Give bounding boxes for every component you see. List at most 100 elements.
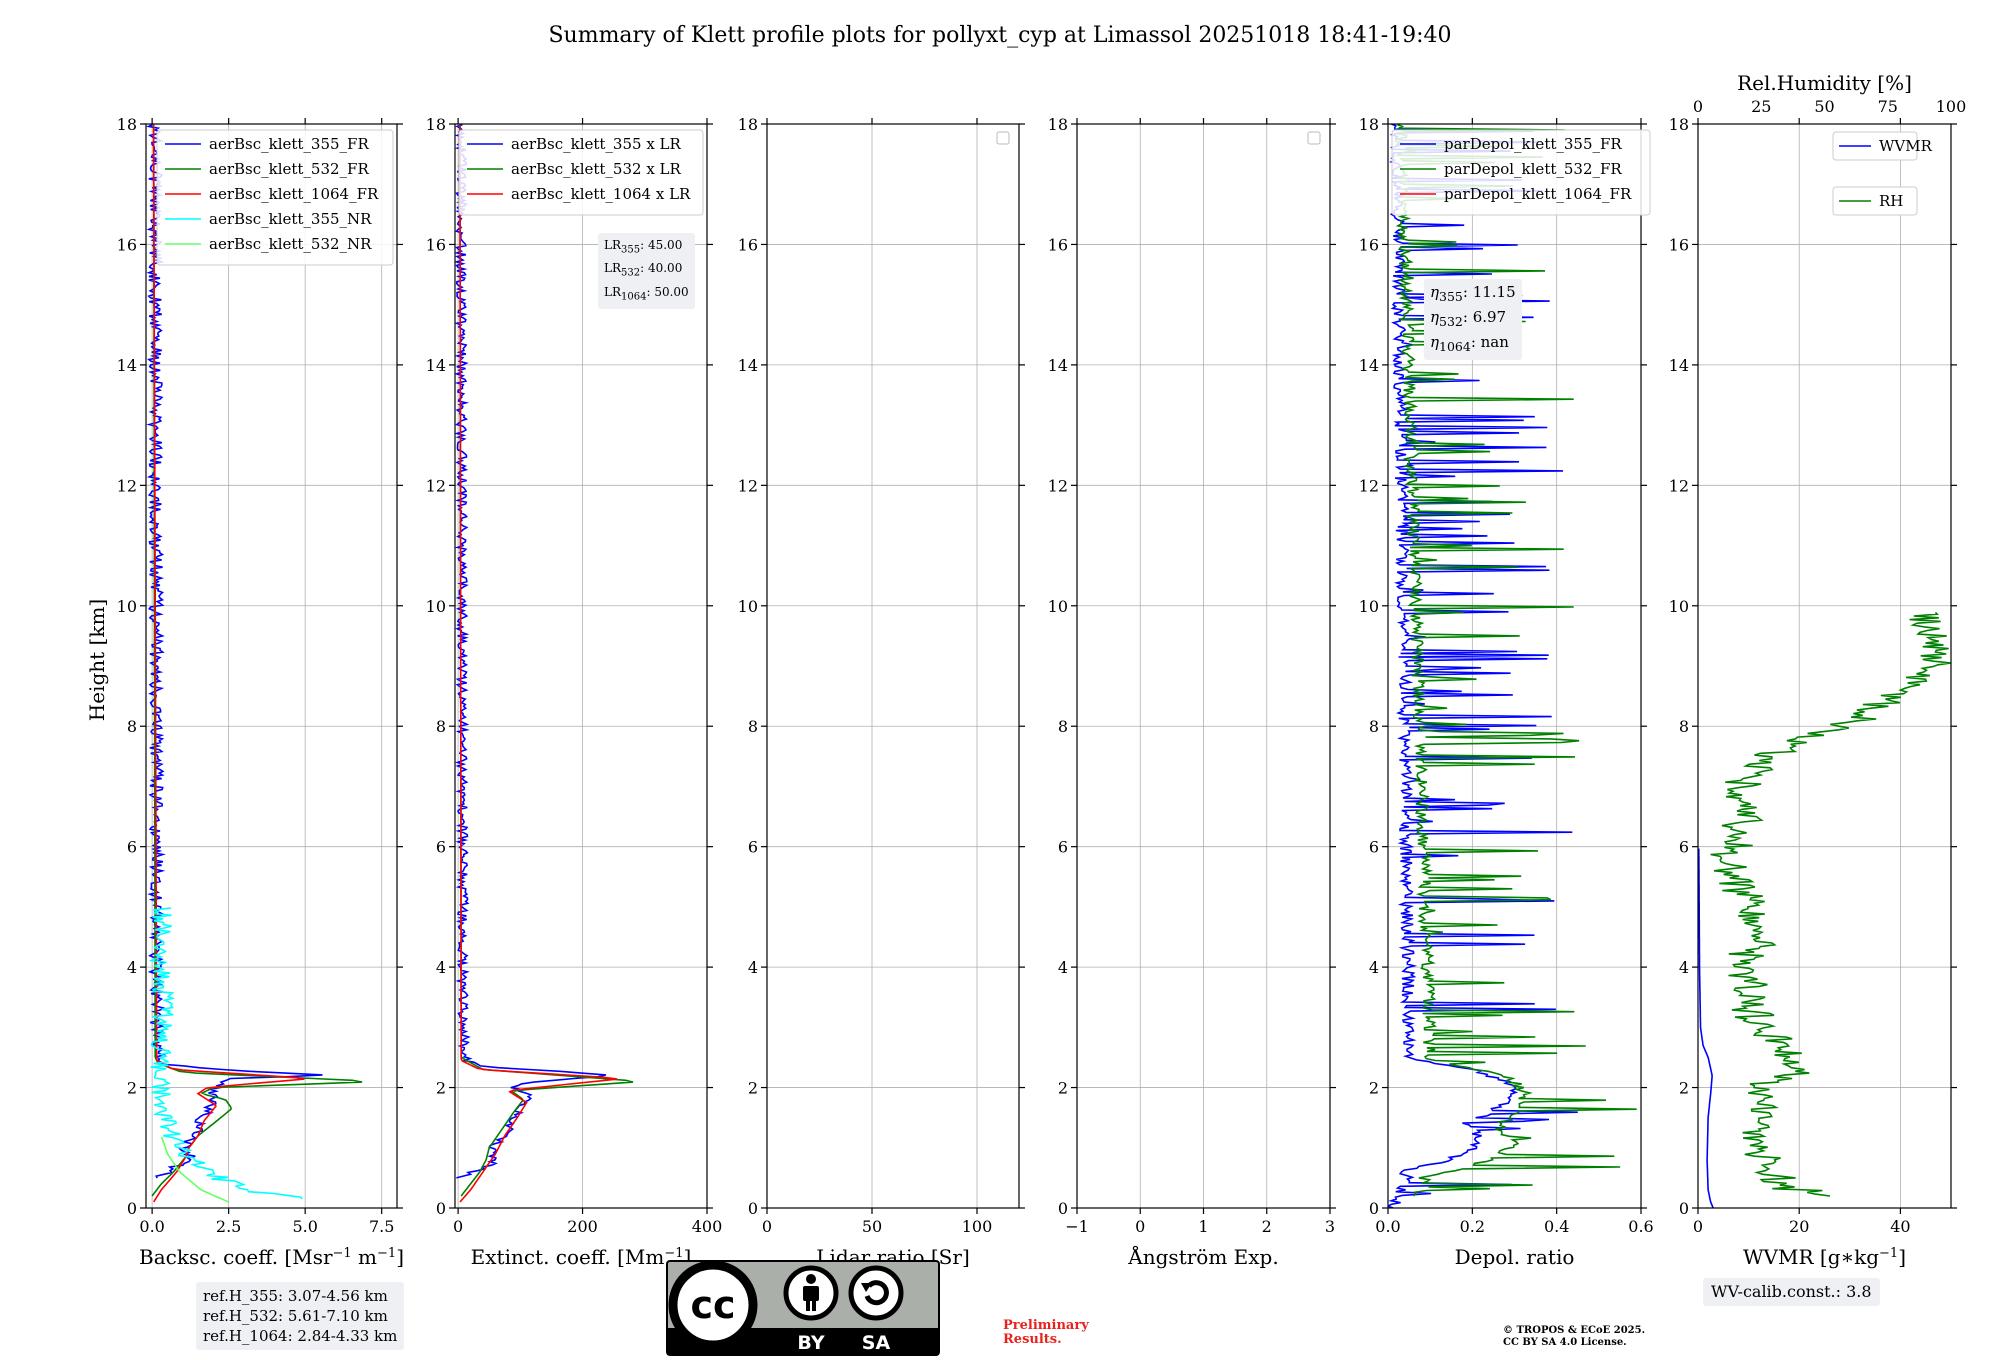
axes-frame: [454, 123, 708, 1209]
series-line-aerbsc-klett-1064-x-lr: [459, 125, 618, 1203]
series-line-pardepol-klett-532-fr: [1393, 124, 1637, 1197]
ref-height-box: ref.H_355: 3.07-4.56 km ref.H_532: 5.61-…: [196, 1282, 405, 1350]
y-tick-label: 12: [738, 476, 758, 495]
x-axis-label: Depol. ratio: [1455, 1245, 1575, 1269]
y-tick-label: 4: [748, 958, 758, 977]
y-tick-label: 16: [1048, 235, 1068, 254]
y-tick-label: 8: [1058, 717, 1068, 736]
y-tick-label: 12: [1669, 476, 1689, 495]
y-tick-label: 6: [1058, 838, 1068, 857]
y-tick-label: 14: [426, 356, 446, 375]
y-tick-label: 8: [1369, 717, 1379, 736]
y-tick-label: 4: [1058, 958, 1068, 977]
copyright-line-2: CC BY SA 4.0 License.: [1503, 1337, 1627, 1348]
legend-label: aerBsc_klett_532_FR: [209, 160, 369, 178]
y-tick-label: 10: [426, 597, 446, 616]
top-axis-label: Rel.Humidity [%]: [1737, 71, 1912, 95]
share-alike-icon: [848, 1265, 904, 1321]
y-tick-label: 4: [1679, 958, 1689, 977]
y-tick-label: 0: [436, 1199, 446, 1218]
panel-1: 0 2 4 6 8 10 12 14 16 18 0.0 2.5 5.0 7.5 Backsc. coeff…: [117, 115, 404, 1269]
y-tick-label: 10: [738, 597, 758, 616]
x-axis-label: Backsc. coeff. [Msr−1 m−1]: [139, 1245, 404, 1269]
y-tick-label: 2: [1058, 1079, 1068, 1098]
legend-label: RH: [1879, 192, 1903, 210]
x-tick-label: 0: [762, 1217, 772, 1236]
y-tick-label: 10: [1048, 597, 1068, 616]
badge-sa-label: SA: [862, 1332, 891, 1354]
x-tick-label: 7.5: [369, 1217, 394, 1236]
x-tick-label: 1: [1198, 1217, 1208, 1236]
y-tick-label: 4: [1369, 958, 1379, 977]
x-tick-label: 0.0: [139, 1217, 164, 1236]
x-tick-label: 0: [1693, 1217, 1703, 1236]
eta-532-value: 6.97: [1472, 308, 1507, 326]
ref-height-532: ref.H_532: 5.61-7.10 km: [203, 1307, 388, 1325]
y-tick-label: 18: [738, 115, 758, 134]
x-axis-label: WVMR [g∗kg−1]: [1743, 1245, 1906, 1269]
y-tick-label: 14: [1359, 356, 1379, 375]
y-tick-label: 2: [748, 1079, 758, 1098]
preliminary-line-2: Results.: [1003, 1332, 1062, 1347]
preliminary-line-1: Preliminary: [1003, 1318, 1089, 1333]
x-tick-label: 20: [1789, 1217, 1809, 1236]
y-tick-label: 12: [426, 476, 446, 495]
x-tick-label: 200: [567, 1217, 598, 1236]
y-tick-label: 16: [1669, 235, 1689, 254]
lidar-ratio-1064: 50.00: [654, 284, 689, 299]
copyright-note: © TROPOS & ECoE 2025. CC BY SA 4.0 Licen…: [1503, 1325, 1645, 1349]
y-tick-label: 10: [117, 597, 137, 616]
y-tick-label: 2: [1679, 1079, 1689, 1098]
y-tick-label: 12: [1048, 476, 1068, 495]
y-tick-label: 10: [1669, 597, 1689, 616]
y-tick-label: 8: [748, 717, 758, 736]
legend-label: parDepol_klett_532_FR: [1444, 160, 1622, 178]
cc-by-sa-license-badge: cc BY SA: [666, 1260, 940, 1356]
y-tick-label: 0: [1369, 1199, 1379, 1218]
ref-height-355: ref.H_355: 3.07-4.56 km: [203, 1287, 388, 1305]
x-tick-label: 0.2: [1460, 1217, 1485, 1236]
series-line-aerbsc-klett-532-fr: [151, 124, 363, 1197]
x-tick-label: 40: [1890, 1217, 1910, 1236]
x-tick-label: 2: [1262, 1217, 1272, 1236]
empty-legend-box: [1307, 131, 1321, 145]
y-tick-label: 18: [1669, 115, 1689, 134]
y-tick-label: 16: [117, 235, 137, 254]
ref-height-1064: ref.H_1064: 2.84-4.33 km: [203, 1327, 398, 1345]
y-tick-label: 16: [1359, 235, 1379, 254]
svg-text:cc: cc: [690, 1283, 735, 1327]
cc-logo-icon: cc: [668, 1260, 758, 1350]
y-tick-label: 6: [1369, 838, 1379, 857]
x-tick-label: 3: [1325, 1217, 1335, 1236]
legend-label: aerBsc_klett_1064_FR: [209, 185, 379, 203]
lidar-ratio-355: 45.00: [647, 238, 683, 252]
series-line-aerbsc-klett-1064-fr: [152, 125, 305, 1203]
legend-box: [1832, 186, 1918, 216]
y-tick-label: 0: [1058, 1199, 1068, 1218]
y-tick-label: 2: [1369, 1079, 1379, 1098]
legend-label: aerBsc_klett_532_NR: [209, 235, 372, 253]
series-line-aerbsc-klett-355-x-lr: [455, 124, 607, 1179]
y-tick-label: 6: [1679, 838, 1689, 857]
series-line-aerbsc-klett-355-fr: [146, 124, 323, 1179]
empty-legend-box: [996, 131, 1010, 145]
y-tick-label: 12: [117, 476, 137, 495]
y-tick-label: 16: [426, 235, 446, 254]
series-line-aerbsc-klett-355-nr: [148, 907, 303, 1200]
legend-box: [1391, 129, 1651, 216]
axes-frame: [145, 123, 398, 1209]
y-tick-label: 0: [127, 1199, 137, 1218]
eta-355-value: 11.15: [1472, 283, 1516, 301]
y-tick-label: 12: [1359, 476, 1379, 495]
y-tick-label: 18: [117, 115, 137, 134]
series-line-aerbsc-klett-532-nr: [160, 1136, 229, 1203]
top-x-tick-label: 100: [1936, 97, 1967, 116]
series-line-pardepol-klett-355-fr: [1388, 124, 1578, 1208]
x-tick-label: 2.5: [216, 1217, 241, 1236]
y-tick-label: 14: [1669, 356, 1689, 375]
